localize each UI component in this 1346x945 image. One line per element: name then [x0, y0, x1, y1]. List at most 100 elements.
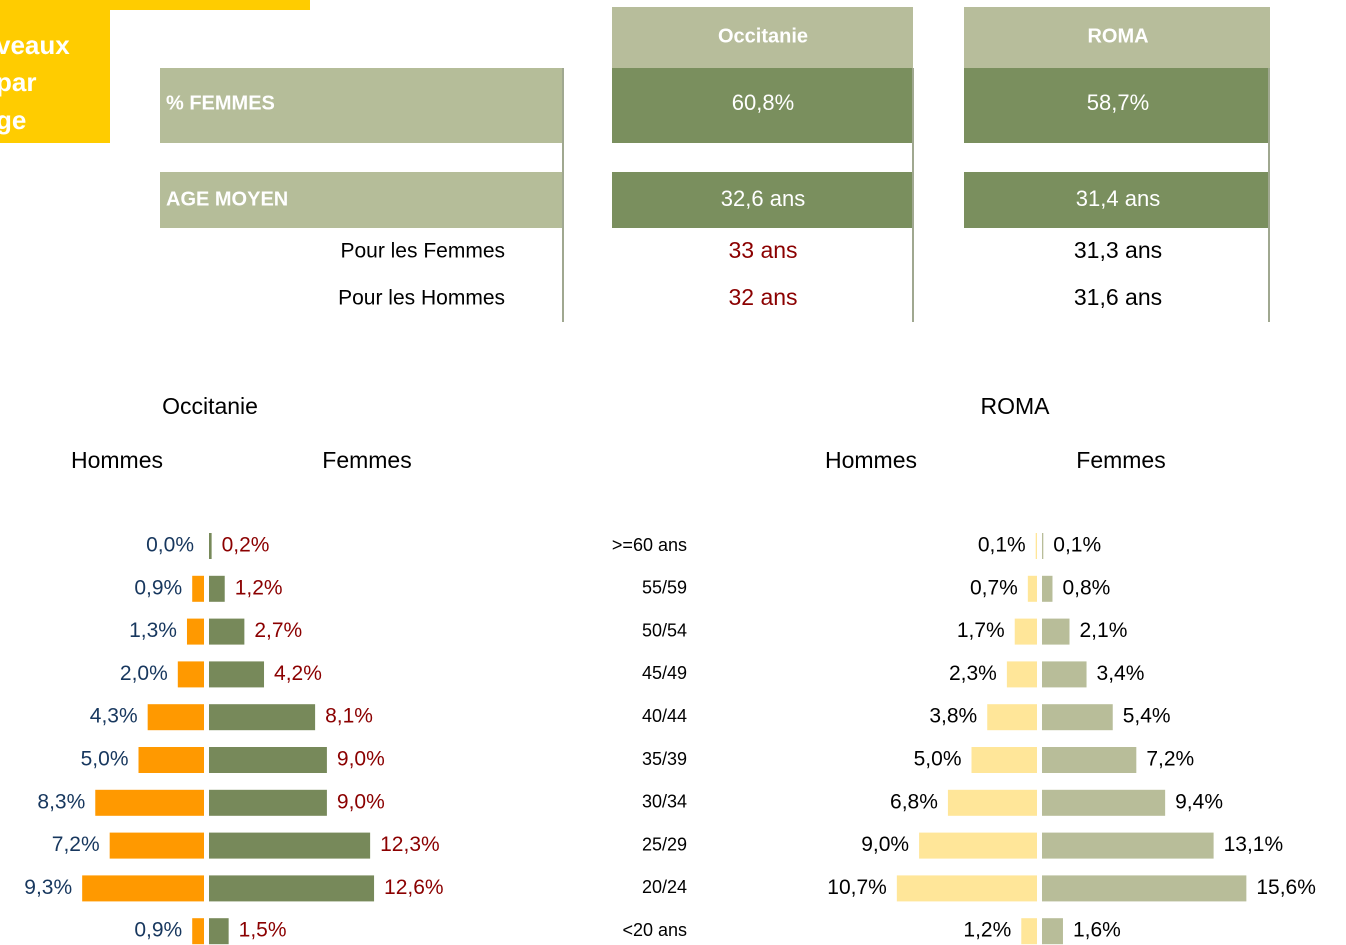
cell-text: 32 ans	[728, 284, 797, 310]
value-label: 4,2%	[274, 662, 322, 685]
value-label: 9,3%	[24, 876, 72, 899]
column-header	[612, 7, 913, 68]
title-line: ge	[0, 105, 26, 135]
row-label: % FEMMES	[166, 92, 275, 114]
cell-text: 58,7%	[1087, 90, 1149, 115]
category-label: <20 ans	[622, 920, 687, 940]
bar	[147, 704, 204, 731]
chart-title: ROMA	[981, 393, 1051, 419]
value-label: 5,0%	[81, 748, 129, 771]
value-label: 1,3%	[129, 619, 177, 642]
value-label: 5,4%	[1123, 705, 1171, 728]
value-label: 9,0%	[337, 748, 385, 771]
value-label: 0,1%	[1053, 534, 1101, 557]
column-label: ROMA	[1087, 25, 1148, 47]
bar	[919, 832, 1037, 859]
bar	[192, 575, 204, 602]
category-label: 20/24	[642, 877, 687, 897]
value-label: 12,6%	[384, 876, 444, 899]
value-label: 2,1%	[1080, 619, 1128, 642]
value-label: 7,2%	[52, 833, 100, 856]
value-label: 1,6%	[1073, 919, 1121, 942]
bar	[896, 875, 1037, 902]
bar	[1042, 661, 1087, 688]
value-label: 0,0%	[146, 534, 194, 557]
bar	[1014, 618, 1037, 645]
row-header	[160, 172, 563, 228]
cell-text: 32,6 ans	[721, 186, 805, 211]
column-label: Occitanie	[718, 25, 808, 47]
cell	[964, 172, 1268, 228]
category-label: 30/34	[642, 792, 687, 812]
value-label: 1,7%	[957, 619, 1005, 642]
value-label: 6,8%	[890, 790, 938, 813]
bar	[1042, 533, 1044, 559]
value-label: 10,7%	[827, 876, 887, 899]
bar	[209, 618, 245, 645]
bar	[971, 747, 1037, 773]
cell-text: 31,3 ans	[1074, 237, 1162, 263]
value-label: 9,4%	[1175, 790, 1223, 813]
value-label: 2,7%	[254, 619, 302, 642]
value-label: 1,5%	[239, 919, 287, 942]
bar	[1042, 618, 1070, 645]
category-label: 55/59	[642, 578, 687, 598]
bar	[1021, 918, 1037, 945]
row-label: Pour les Femmes	[340, 240, 505, 263]
value-label: 5,0%	[914, 748, 962, 771]
cell-text: 33 ans	[728, 237, 797, 263]
category-label: 45/49	[642, 663, 687, 683]
category-label: 40/44	[642, 706, 687, 726]
title-box	[0, 0, 110, 143]
bar	[1042, 575, 1053, 602]
bar	[947, 789, 1037, 816]
row-header	[160, 68, 563, 143]
cell	[612, 68, 913, 143]
value-label: 7,2%	[1146, 748, 1194, 771]
value-label: 0,9%	[134, 919, 182, 942]
value-label: 0,1%	[978, 534, 1026, 557]
value-label: 8,1%	[325, 705, 373, 728]
legend-label: Femmes	[322, 447, 411, 473]
value-label: 0,9%	[134, 576, 182, 599]
value-label: 9,0%	[861, 833, 909, 856]
value-label: 2,0%	[120, 662, 168, 685]
row-label: Pour les Hommes	[338, 287, 505, 310]
bar	[177, 661, 204, 688]
cell-text: 31,4 ans	[1076, 186, 1160, 211]
value-label: 4,3%	[90, 705, 138, 728]
cell	[612, 172, 913, 228]
value-label: 0,8%	[1062, 576, 1110, 599]
row-label: AGE MOYEN	[166, 188, 288, 210]
bar	[1042, 789, 1166, 816]
bar	[987, 704, 1037, 731]
title-line: par	[0, 67, 36, 97]
bar	[1042, 704, 1113, 731]
bar	[82, 875, 204, 902]
bar	[209, 533, 212, 559]
bar	[138, 747, 204, 773]
bar	[1042, 832, 1214, 859]
category-label: 50/54	[642, 620, 687, 640]
bar	[109, 832, 204, 859]
category-label: 35/39	[642, 749, 687, 769]
value-label: 15,6%	[1256, 876, 1316, 899]
chart-title: Occitanie	[162, 393, 258, 419]
category-label: >=60 ans	[612, 535, 687, 555]
title-bar	[110, 0, 310, 10]
value-label: 1,2%	[235, 576, 283, 599]
bar	[1027, 575, 1037, 602]
value-label: 8,3%	[37, 790, 85, 813]
value-label: 2,3%	[949, 662, 997, 685]
legend-label: Femmes	[1076, 447, 1165, 473]
value-label: 9,0%	[337, 790, 385, 813]
bar	[186, 618, 204, 645]
bar	[209, 661, 265, 688]
value-label: 1,2%	[963, 919, 1011, 942]
title-line: veaux	[0, 30, 70, 60]
cell-text: 60,8%	[732, 90, 794, 115]
legend-label: Hommes	[71, 447, 163, 473]
bar	[1006, 661, 1037, 688]
bar	[209, 575, 225, 602]
